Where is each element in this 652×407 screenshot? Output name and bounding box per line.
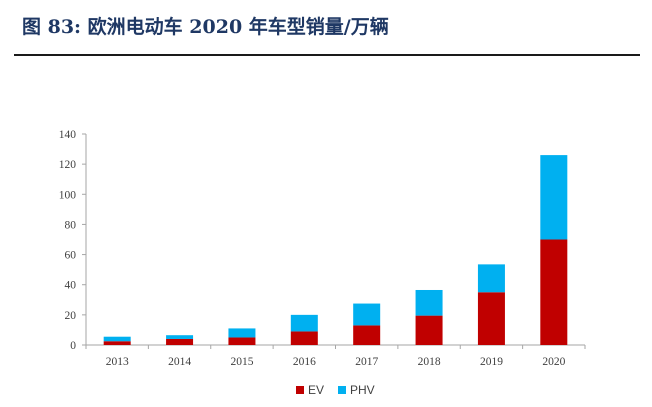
legend-label-ev: EV — [308, 383, 324, 397]
legend-swatch-ev — [296, 386, 304, 394]
bar-phv-2018 — [415, 289, 443, 316]
bar-phv-2016 — [290, 314, 318, 332]
bar-ev-2016 — [290, 331, 318, 345]
bar-ev-2020 — [540, 239, 568, 345]
bar-ev-2017 — [353, 325, 381, 345]
bar-ev-2019 — [477, 292, 505, 345]
y-tick-label: 140 — [59, 129, 77, 141]
bar-ev-2018 — [415, 315, 443, 345]
x-tick-label: 2015 — [230, 356, 253, 368]
figure-title: 图 83: 欧洲电动车 2020 年车型销量/万辆 — [22, 16, 389, 38]
bar-phv-2014 — [166, 335, 194, 339]
y-tick-label: 80 — [65, 219, 77, 231]
bar-ev-2015 — [228, 337, 256, 345]
x-tick-label: 2017 — [355, 356, 378, 368]
y-tick-label: 120 — [59, 159, 77, 171]
x-axis: 2013 2014 2015 2016 2017 2018 2019 2020 — [85, 344, 586, 368]
bar-phv-2020 — [540, 155, 568, 240]
y-axis: 0 20 40 60 80 100 120 140 — [59, 129, 87, 352]
legend-swatch-phv — [338, 386, 346, 394]
title-divider — [14, 54, 640, 56]
x-tick-label: 2019 — [480, 356, 503, 368]
bar-phv-2017 — [353, 303, 381, 326]
bars — [103, 155, 568, 345]
legend-label-phv: PHV — [350, 383, 375, 397]
y-tick-label: 20 — [65, 310, 77, 322]
x-tick-label: 2018 — [418, 356, 441, 368]
x-tick-label: 2020 — [542, 356, 565, 368]
y-tick-label: 100 — [59, 189, 77, 201]
bar-phv-2019 — [477, 264, 505, 293]
bar-phv-2015 — [228, 328, 256, 338]
bar-ev-2013 — [103, 341, 131, 345]
legend: EV PHV — [296, 383, 375, 397]
bar-ev-2014 — [166, 338, 194, 345]
x-tick-label: 2014 — [168, 356, 191, 368]
y-tick-label: 40 — [65, 280, 77, 292]
y-tick-label: 0 — [70, 340, 76, 352]
x-tick-label: 2016 — [293, 356, 316, 368]
x-tick-label: 2013 — [106, 356, 129, 368]
y-tick-label: 60 — [65, 250, 77, 262]
bar-phv-2013 — [103, 336, 131, 342]
